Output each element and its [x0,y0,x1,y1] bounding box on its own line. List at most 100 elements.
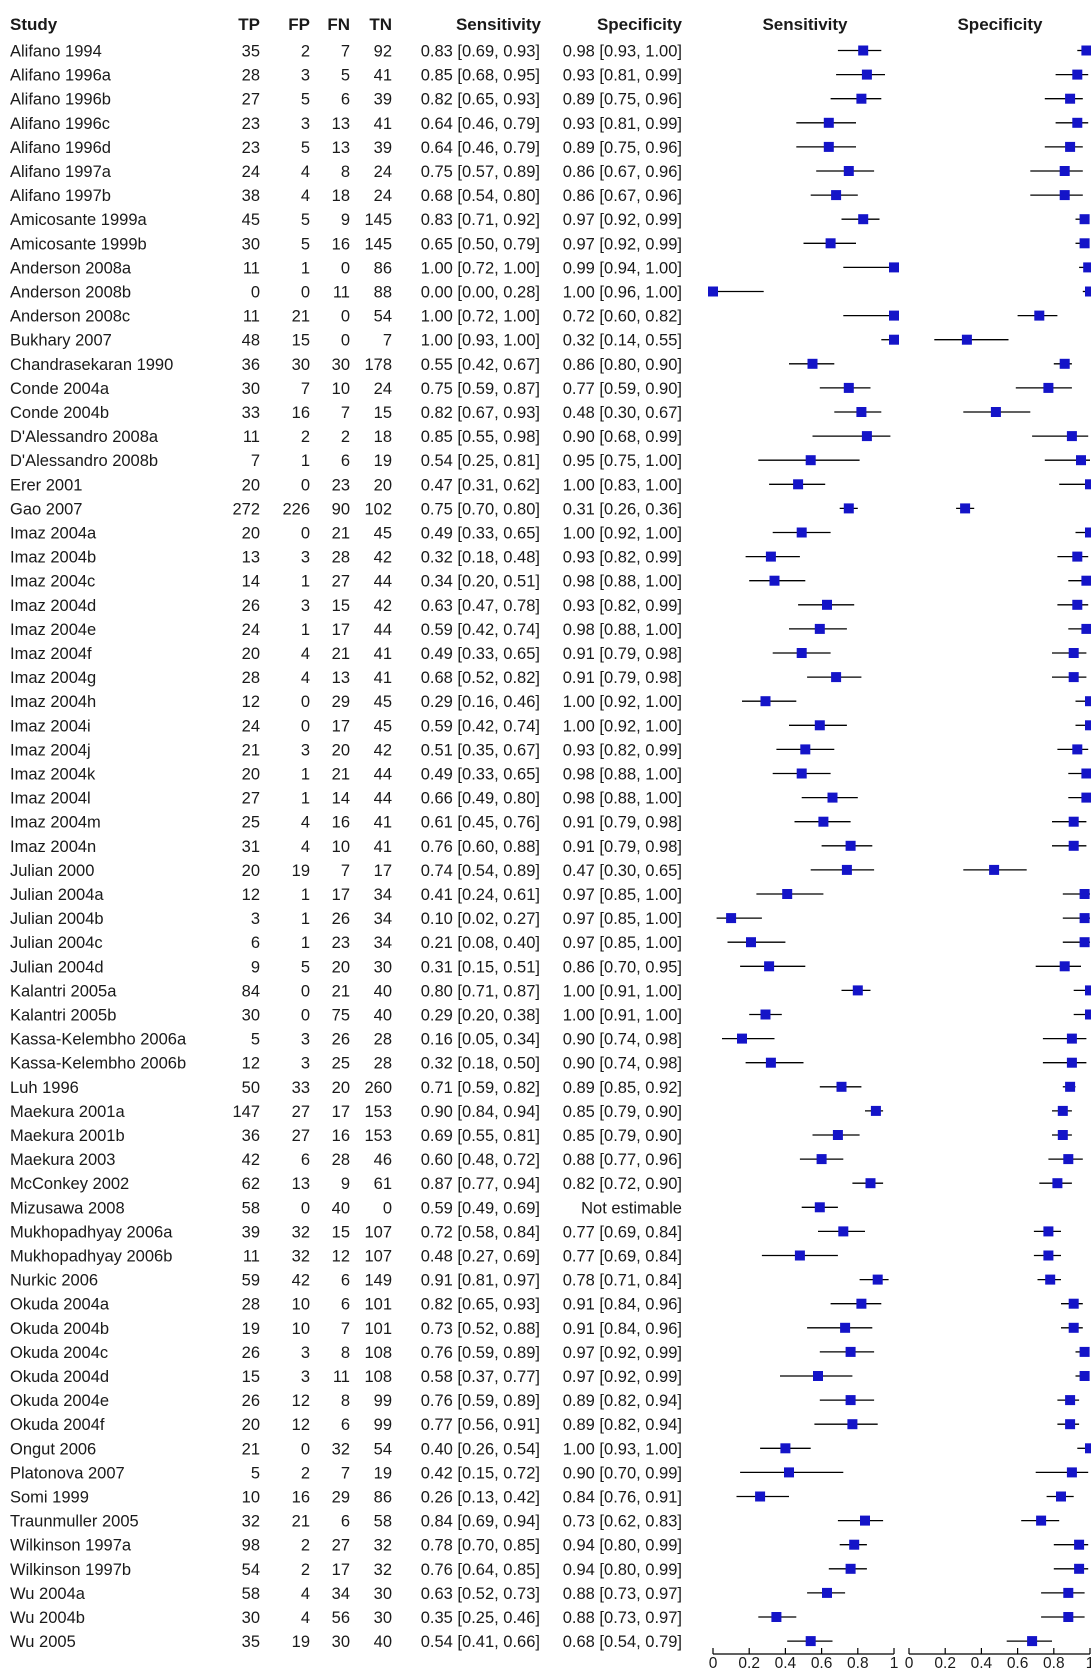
tp-value: 32 [242,1513,260,1531]
tn-value: 42 [374,549,392,567]
sensitivity-ci: 0.64 [0.46, 0.79] [421,139,540,157]
tp-value: 13 [242,549,260,567]
header-sensitivity: Sensitivity [456,15,542,34]
study-name: Alifano 1994 [10,43,102,61]
tp-value: 9 [251,958,260,976]
sensitivity-ci: 0.63 [0.47, 0.78] [421,597,540,615]
header-fp: FP [288,15,310,34]
fp-value: 3 [301,741,310,759]
table-row: D'Alessandro 2008b 7 1 6 19 0.54 [0.25, 0.81]… [10,452,682,470]
study-name: Mizusawa 2008 [10,1199,125,1217]
study-name: Wu 2005 [10,1633,76,1651]
specificity-ci: 1.00 [0.91, 1.00] [563,1007,682,1025]
study-name: Bukhary 2007 [10,332,112,350]
fn-value: 6 [341,1272,350,1290]
study-name: Conde 2004b [10,404,109,422]
fp-value: 5 [301,235,310,253]
specificity-ci: 0.88 [0.73, 0.97] [563,1609,682,1627]
study-name: Julian 2004c [10,934,103,952]
study-name: Mukhopadhyay 2006b [10,1248,172,1266]
specificity-ci: 0.98 [0.88, 1.00] [563,621,682,639]
table-row: Imaz 2004a 20 0 21 45 0.49 [0.33, 0.65] 1.00 [… [10,525,682,543]
tn-value: 18 [374,428,392,446]
tp-value: 58 [242,1585,260,1603]
tp-value: 62 [242,1175,260,1193]
specificity-ci: 0.86 [0.67, 0.96] [563,163,682,181]
sensitivity-ci: 0.54 [0.25, 0.81] [421,452,540,470]
tp-value: 12 [242,693,260,711]
fn-value: 29 [332,1489,350,1507]
tn-value: 44 [374,573,392,591]
specificity-ci: 0.88 [0.77, 0.96] [563,1151,682,1169]
specificity-point [1072,117,1083,128]
table-row: Alifano 1997a 24 4 8 24 0.75 [0.57, 0.89] 0.86… [10,163,682,181]
sensitivity-point [827,792,838,803]
sensitivity-point [860,1515,870,1526]
sensitivity-ci: 0.66 [0.49, 0.80] [421,790,540,808]
tn-value: 24 [374,163,392,181]
specificity-ci: 0.91 [0.79, 0.98] [563,645,682,663]
sensitivity-ci: 0.58 [0.37, 0.77] [421,1368,540,1386]
fn-value: 26 [332,910,350,928]
sensitivity-ci: 0.90 [0.84, 0.94] [421,1103,540,1121]
specificity-point [1063,1154,1074,1165]
specificity-ci: 0.97 [0.85, 1.00] [563,910,682,928]
sensitivity-point [858,214,869,225]
study-name: Platonova 2007 [10,1464,125,1482]
fn-value: 11 [333,284,350,302]
specificity-ci: 0.91 [0.79, 0.98] [563,814,682,832]
sensitivity-point [765,1057,776,1068]
specificity-point [1043,1250,1054,1261]
tn-value: 45 [374,693,392,711]
study-name: Okuda 2004a [10,1296,110,1314]
tp-value: 31 [242,838,260,856]
fp-value: 4 [301,645,310,663]
tp-value: 98 [242,1537,260,1555]
tn-value: 178 [364,356,392,374]
fp-value: 226 [282,500,310,518]
table-row: Imaz 2004l 27 1 14 44 0.66 [0.49, 0.80] 0.98 [… [10,790,682,808]
tn-value: 153 [364,1127,392,1145]
tp-value: 45 [242,211,260,229]
tp-value: 24 [242,717,260,735]
sensitivity-ci: 1.00 [0.93, 1.00] [421,332,540,350]
fn-value: 56 [332,1609,350,1627]
sensitivity-point [814,1202,825,1213]
tp-value: 20 [242,1416,260,1434]
sensitivity-point [847,1419,858,1430]
sensitivity-point [861,69,872,80]
tp-value: 33 [242,404,260,422]
specificity-point [1085,985,1091,996]
sensitivity-point [796,527,807,538]
specificity-ci: 0.91 [0.79, 0.98] [563,838,682,856]
plot-marks [708,45,1091,1647]
specificity-point [1059,166,1070,176]
tn-value: 34 [374,910,392,928]
study-name: Julian 2000 [10,862,94,880]
fn-value: 13 [332,115,350,133]
fp-value: 4 [301,1609,310,1627]
fp-value: 3 [301,115,310,133]
tp-value: 39 [242,1223,260,1241]
sensitivity-point [782,889,793,899]
table-row: Traunmuller 2005 32 21 6 58 0.84 [0.69, 0.94]… [10,1513,682,1531]
sensitivity-ci: 0.85 [0.55, 0.98] [421,428,540,446]
specificity-point [1059,358,1070,369]
table-row: Alifano 1994 35 2 7 92 0.83 [0.69, 0.93] 0.98 … [10,43,682,61]
tp-value: 3 [251,910,260,928]
table-row: Luh 1996 50 33 20 260 0.71 [0.59, 0.82] 0.89 [… [10,1079,682,1097]
fp-value: 1 [301,790,310,808]
study-name: D'Alessandro 2008b [10,452,158,470]
study-name: Imaz 2004a [10,525,97,543]
fp-value: 0 [301,1440,310,1458]
sensitivity-ci: 0.91 [0.81, 0.97] [421,1272,540,1290]
sensitivity-ci: 0.41 [0.24, 0.61] [421,886,540,904]
tp-value: 14 [242,573,260,591]
table-row: Imaz 2004k 20 1 21 44 0.49 [0.33, 0.65] 0.98 [… [10,766,682,784]
specificity-point [1065,1081,1076,1092]
specificity-ci: 0.98 [0.88, 1.00] [563,573,682,591]
fp-value: 3 [301,1055,310,1073]
sensitivity-tick-label: 0.6 [811,1655,833,1669]
sensitivity-point [769,575,780,586]
table-row: Imaz 2004m 25 4 16 41 0.61 [0.45, 0.76] 0.91 [… [10,814,682,832]
